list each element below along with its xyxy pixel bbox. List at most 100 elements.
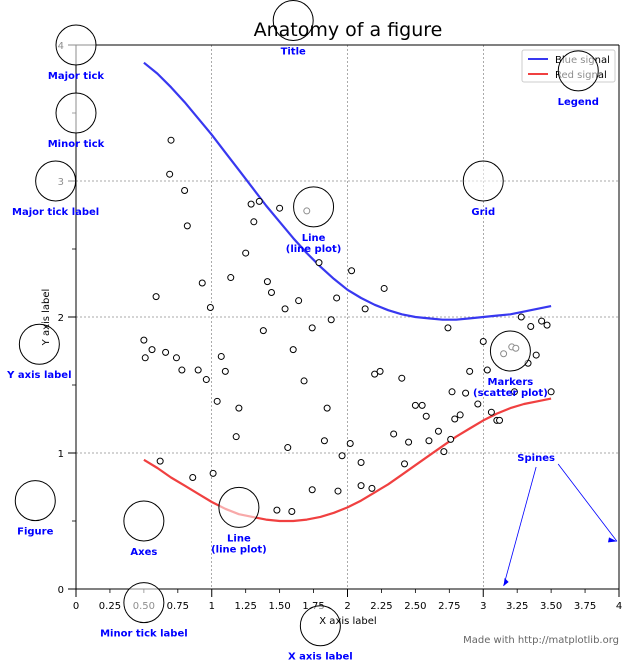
spines (75, 44, 620, 590)
scatter-point (189, 473, 197, 481)
annotation-label-grid: Grid (471, 207, 495, 218)
scatter-point (334, 487, 342, 495)
scatter-point (448, 388, 456, 396)
scatter-point (371, 370, 379, 378)
x-tick-label: 3.50 (540, 601, 562, 612)
annotations: Major tick Minor tick Major tick label Titl… (6, 0, 618, 663)
annotation-label-figure: Figure (17, 527, 53, 538)
x-tick-label: 4 (616, 601, 622, 612)
scatter-point (213, 397, 221, 405)
series-line-red (143, 397, 552, 523)
y-tick-label: 2 (58, 313, 64, 324)
scatter-point (152, 293, 160, 301)
scatter-point (227, 274, 235, 282)
scatter-point (405, 438, 413, 446)
scatter-point (198, 279, 206, 287)
scatter-point (376, 367, 384, 375)
x-tick-label: 3.75 (574, 601, 596, 612)
annotation-circle-x-axis-label (299, 605, 341, 647)
scatter-point (183, 222, 191, 230)
scatter-point (346, 439, 354, 447)
chart-title: Anatomy of a figure (254, 19, 443, 41)
annotation-label-minor-tick: Minor tick (48, 139, 105, 150)
x-axis-label: X axis label (319, 616, 376, 627)
scatter-point (451, 415, 459, 423)
scatter-point (320, 437, 328, 445)
annotation-circle-minor-tick-label (123, 582, 165, 624)
scatter-point (527, 323, 535, 331)
spines-arrowhead-bottom (503, 578, 509, 586)
scatter-point (333, 294, 341, 302)
scatter-point (217, 352, 225, 360)
scatter-point (178, 366, 186, 374)
annotation-circle-title (272, 0, 314, 42)
scatter-point (425, 437, 433, 445)
scatter-point (259, 327, 267, 335)
scatter-point (162, 348, 170, 356)
scatter-point (466, 367, 474, 375)
spines-arrow-right (557, 463, 618, 542)
scatter-point (327, 316, 335, 324)
annotation-label-legend: Legend (558, 97, 599, 108)
scatter-point (148, 346, 156, 354)
x-tick-label: 2 (344, 601, 350, 612)
scatter-point (235, 404, 243, 412)
annotation-label-minor-tick-label: Minor tick label (100, 629, 188, 640)
scatter-point (434, 427, 442, 435)
scatter-point (209, 469, 217, 477)
scatter-point (250, 218, 258, 226)
scatter-point (172, 354, 180, 362)
scatter-point (308, 324, 316, 332)
annotation-label-markers: (scatter plot) (473, 388, 548, 399)
scatter-point (483, 366, 491, 374)
axis-ticks: 00.250.500.7511.251.501.7522.252.502.753… (58, 41, 623, 612)
scatter-point (444, 324, 452, 332)
scatter-point (140, 336, 148, 344)
x-tick-label: 0 (73, 601, 79, 612)
scatter-point (401, 460, 409, 468)
x-tick-label: 2.25 (370, 601, 392, 612)
scatter-point (323, 404, 331, 412)
scatter-point (380, 284, 388, 292)
scatter-point (368, 484, 376, 492)
scatter-point (411, 401, 419, 409)
scatter-point (247, 200, 255, 208)
y-tick-label: 1 (58, 449, 64, 460)
scatter-point (167, 136, 175, 144)
annotation-label-major-tick-label: Major tick label (12, 207, 99, 218)
scatter-point (543, 321, 551, 329)
annotation-label-markers: Markers (488, 377, 534, 388)
annotation-label-line-red: Line (227, 533, 251, 544)
annotation-label-title: Title (281, 47, 306, 58)
scatter-point (357, 482, 365, 490)
scatter-point (474, 400, 482, 408)
annotation-circle-line-blue (293, 186, 335, 228)
scatter-point (166, 170, 174, 178)
scatter-point (263, 278, 271, 286)
annotation-label-axes: Axes (130, 547, 157, 558)
scatter-point (418, 401, 426, 409)
scatter-point (181, 187, 189, 195)
x-tick-label: 3 (480, 601, 486, 612)
x-tick-label: 2.75 (438, 601, 460, 612)
scatter-point (517, 313, 525, 321)
x-tick-label: 1.25 (235, 601, 257, 612)
scatter-point (206, 303, 214, 311)
annotation-circle-y-axis-label (18, 323, 60, 365)
scatter-point (315, 259, 323, 267)
scatter-point (273, 506, 281, 514)
y-axis-label: Y axis label (41, 289, 52, 347)
scatter-point (288, 507, 296, 515)
annotation-label-line-blue: (line plot) (286, 244, 342, 255)
scatter-point (156, 457, 164, 465)
scatter-point (422, 412, 430, 420)
scatter-point (361, 305, 369, 313)
annotation-circle-axes (123, 500, 165, 542)
x-tick-label: 3.25 (506, 601, 528, 612)
scatter-point (538, 317, 546, 325)
annotation-label-line-red: (line plot) (211, 544, 267, 555)
scatter-point (547, 388, 555, 396)
scatter-point (141, 354, 149, 362)
scatter-point (357, 459, 365, 467)
scatter-point (479, 337, 487, 345)
